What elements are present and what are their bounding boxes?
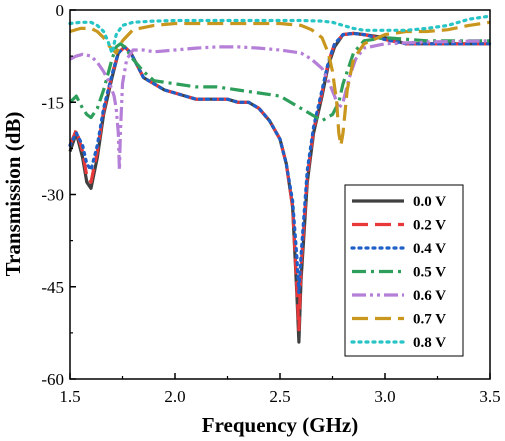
- legend-label-5: 0.7 V: [413, 312, 446, 328]
- x-tick-label: 3.0: [374, 387, 395, 406]
- x-tick-label: 3.5: [479, 387, 500, 406]
- series-line-4: [69, 39, 491, 172]
- y-tick-label: -45: [41, 278, 64, 297]
- x-tick-label: 2.0: [164, 387, 185, 406]
- legend-label-3: 0.5 V: [413, 265, 446, 281]
- series-layer: [68, 14, 492, 344]
- ticks-layer: 1.5 2.0 2.5 3.0 3.5 0 -15 -30 -45 -60: [41, 1, 500, 406]
- y-axis-label: Transmission (dB): [1, 112, 25, 277]
- legend-label-1: 0.2 V: [413, 218, 446, 234]
- legend-label-0: 0.0 V: [413, 194, 446, 210]
- legend: 0.0 V 0.2 V 0.4 V 0.5 V 0.6 V 0.7 V 0.8 V: [344, 184, 464, 357]
- legend-label-6: 0.8 V: [413, 335, 446, 351]
- legend-label-4: 0.6 V: [413, 288, 446, 304]
- series-line-6: [68, 14, 492, 55]
- series-line-3: [68, 36, 490, 123]
- x-tick-label: 1.5: [59, 387, 80, 406]
- y-tick-label: -60: [41, 370, 64, 389]
- y-tick-label: -15: [41, 93, 64, 112]
- y-tick-label: 0: [56, 1, 65, 20]
- series-line-2: [68, 31, 492, 295]
- legend-label-2: 0.4 V: [413, 241, 446, 257]
- x-axis-label: Frequency (GHz): [202, 413, 359, 437]
- y-tick-label: -30: [41, 186, 64, 205]
- x-tick-label: 2.5: [269, 387, 290, 406]
